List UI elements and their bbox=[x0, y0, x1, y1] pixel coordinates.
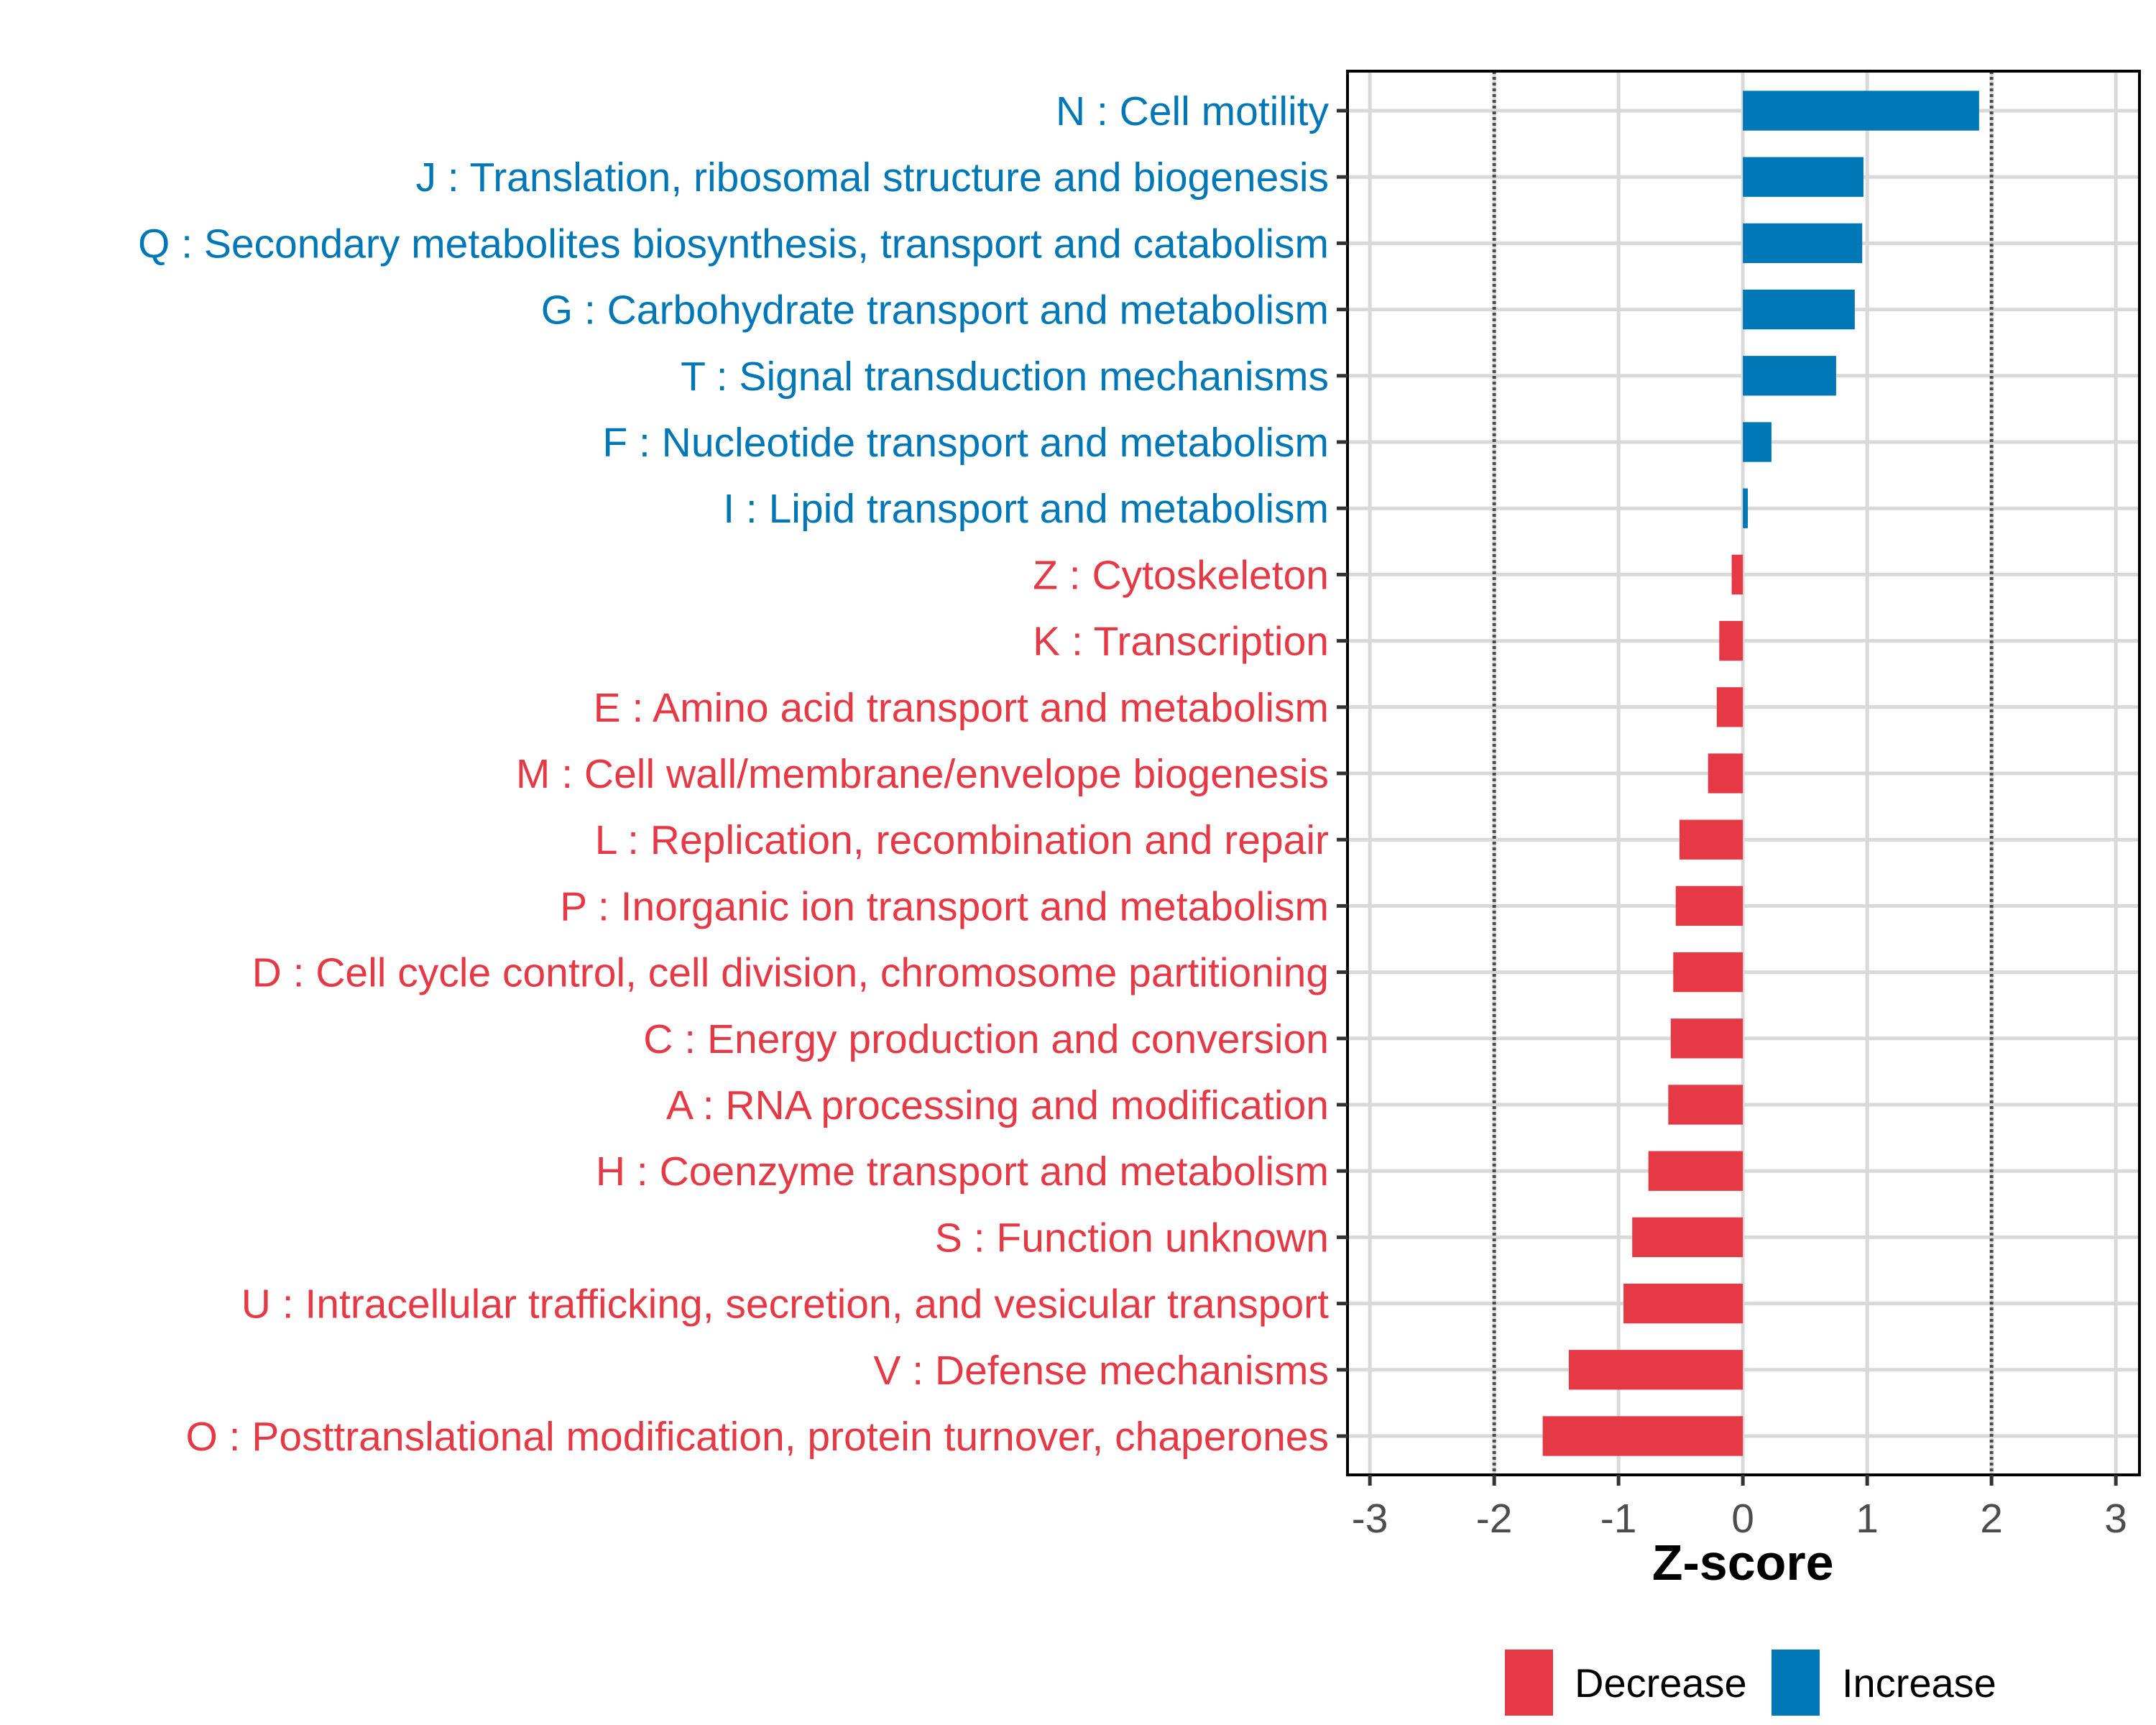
category-label: N : Cell motility bbox=[1056, 88, 1330, 134]
category-label: S : Function unknown bbox=[935, 1215, 1329, 1261]
category-label: T : Signal transduction mechanisms bbox=[681, 354, 1329, 400]
category-label: I : Lipid transport and metabolism bbox=[723, 486, 1329, 532]
x-tick-label: 1 bbox=[1856, 1496, 1879, 1542]
x-tick-label: 3 bbox=[2104, 1496, 2127, 1542]
legend-item-decrease: Decrease bbox=[1505, 1650, 1747, 1716]
category-label: K : Transcription bbox=[1033, 619, 1329, 665]
bar-z bbox=[1731, 554, 1743, 595]
y-axis-labels: N : Cell motility J : Translation, riboso… bbox=[138, 88, 1330, 1460]
reference-lines bbox=[1492, 71, 1994, 1475]
category-label: O : Posttranslational modification, prot… bbox=[185, 1414, 1329, 1460]
x-tick-label: -1 bbox=[1600, 1496, 1637, 1542]
x-tick-label: -2 bbox=[1476, 1496, 1513, 1542]
bar-q bbox=[1743, 223, 1863, 264]
category-label: G : Carbohydrate transport and metabolis… bbox=[541, 288, 1329, 334]
category-label: Z : Cytoskeleton bbox=[1033, 552, 1329, 598]
x-axis-title: Z-score bbox=[1652, 1535, 1834, 1591]
bar-k bbox=[1719, 620, 1743, 661]
bar-s bbox=[1632, 1217, 1743, 1258]
bar-p bbox=[1675, 886, 1743, 926]
category-label: V : Defense mechanisms bbox=[873, 1348, 1329, 1394]
bars bbox=[1542, 91, 1979, 1456]
bar-v bbox=[1568, 1350, 1743, 1390]
x-axis-ticks bbox=[1368, 1475, 2118, 1486]
legend-item-increase: Increase bbox=[1772, 1650, 1996, 1716]
category-label: E : Amino acid transport and metabolism bbox=[594, 685, 1329, 731]
legend: Decrease Increase bbox=[1505, 1650, 1996, 1716]
bar-h bbox=[1648, 1151, 1743, 1191]
legend-label-increase: Increase bbox=[1842, 1660, 1996, 1706]
category-label: D : Cell cycle control, cell division, c… bbox=[252, 950, 1329, 996]
x-tick-label: 2 bbox=[1980, 1496, 2003, 1542]
x-tick-label: -3 bbox=[1352, 1496, 1388, 1542]
category-label: M : Cell wall/membrane/envelope biogenes… bbox=[516, 751, 1329, 797]
bar-i bbox=[1743, 488, 1749, 528]
legend-key-increase bbox=[1772, 1650, 1820, 1716]
legend-key-decrease bbox=[1505, 1650, 1553, 1716]
bar-m bbox=[1708, 753, 1743, 794]
category-label: F : Nucleotide transport and metabolism bbox=[602, 420, 1329, 466]
y-axis-ticks bbox=[1337, 109, 1348, 1438]
bar-a bbox=[1668, 1085, 1743, 1125]
category-label: J : Translation, ribosomal structure and… bbox=[416, 155, 1329, 201]
category-label: C : Energy production and conversion bbox=[643, 1016, 1329, 1062]
category-label: H : Coenzyme transport and metabolism bbox=[596, 1149, 1329, 1195]
bar-j bbox=[1743, 157, 1864, 197]
category-label: P : Inorganic ion transport and metaboli… bbox=[560, 883, 1329, 929]
bar-o bbox=[1542, 1416, 1743, 1456]
bar-d bbox=[1673, 952, 1743, 993]
bar-u bbox=[1623, 1283, 1743, 1324]
bar-c bbox=[1670, 1018, 1743, 1059]
category-label: Q : Secondary metabolites biosynthesis, … bbox=[138, 221, 1329, 267]
category-label: L : Replication, recombination and repai… bbox=[595, 817, 1329, 863]
x-tick-label: 0 bbox=[1731, 1496, 1754, 1542]
bar-l bbox=[1679, 819, 1743, 860]
bar-g bbox=[1743, 289, 1855, 330]
bar-t bbox=[1743, 356, 1836, 396]
category-label: U : Intracellular trafficking, secretion… bbox=[241, 1282, 1329, 1328]
bar-n bbox=[1743, 91, 1979, 131]
bar-f bbox=[1743, 422, 1772, 462]
bar-e bbox=[1716, 687, 1743, 727]
category-label: A : RNA processing and modification bbox=[666, 1082, 1329, 1128]
x-axis-labels: -3 -2 -1 0 1 2 3 bbox=[1352, 1496, 2127, 1542]
legend-label-decrease: Decrease bbox=[1575, 1660, 1747, 1706]
